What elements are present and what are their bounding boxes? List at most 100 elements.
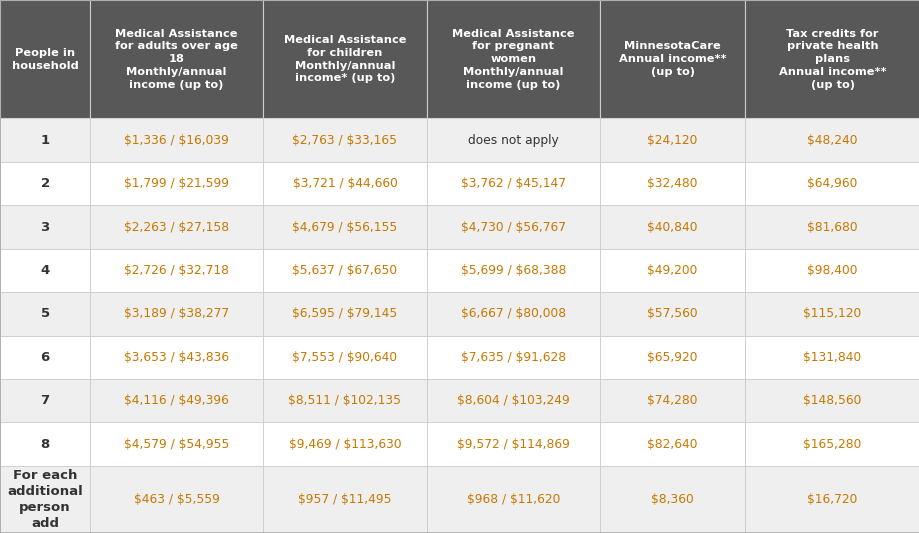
Text: \$463 / \$5,559: \$463 / \$5,559 [133,493,220,506]
Text: 2: 2 [40,177,50,190]
Bar [426,205,599,249]
Bar [599,379,744,423]
Text: \$957 / \$11,495: \$957 / \$11,495 [298,493,391,506]
Text: \$74,280: \$74,280 [647,394,697,407]
Bar [90,0,263,118]
Bar [0,379,90,423]
Bar [744,205,919,249]
Text: \$4,579 / \$54,955: \$4,579 / \$54,955 [124,438,229,451]
Text: 3: 3 [40,221,50,233]
Bar [599,162,744,205]
Text: \$3,721 / \$44,660: \$3,721 / \$44,660 [292,177,397,190]
Text: \$968 / \$11,620: \$968 / \$11,620 [466,493,560,506]
Text: \$64,960: \$64,960 [807,177,857,190]
Bar [426,292,599,336]
Bar [0,249,90,292]
Text: \$9,572 / \$114,869: \$9,572 / \$114,869 [457,438,569,451]
Bar [90,249,263,292]
Text: \$4,116 / \$49,396: \$4,116 / \$49,396 [124,394,229,407]
Text: \$115,120: \$115,120 [802,308,861,320]
Bar [0,205,90,249]
Bar [426,379,599,423]
Bar [599,292,744,336]
Bar [599,118,744,162]
Text: \$1,799 / \$21,599: \$1,799 / \$21,599 [124,177,229,190]
Bar [263,379,426,423]
Text: \$6,667 / \$80,008: \$6,667 / \$80,008 [460,308,565,320]
Text: \$9,469 / \$113,630: \$9,469 / \$113,630 [289,438,401,451]
Text: \$49,200: \$49,200 [647,264,697,277]
Text: \$98,400: \$98,400 [807,264,857,277]
Bar [599,466,744,533]
Text: \$2,263 / \$27,158: \$2,263 / \$27,158 [124,221,229,233]
Text: 4: 4 [40,264,50,277]
Bar [90,118,263,162]
Bar [0,0,90,118]
Bar [0,162,90,205]
Bar [744,162,919,205]
Bar [426,118,599,162]
Text: \$8,511 / \$102,135: \$8,511 / \$102,135 [289,394,401,407]
Text: \$3,189 / \$38,277: \$3,189 / \$38,277 [124,308,229,320]
Bar [90,466,263,533]
Text: \$48,240: \$48,240 [807,134,857,147]
Text: \$82,640: \$82,640 [647,438,697,451]
Bar [263,205,426,249]
Text: \$5,699 / \$68,388: \$5,699 / \$68,388 [460,264,565,277]
Bar [426,466,599,533]
Bar [744,379,919,423]
Text: \$7,553 / \$90,640: \$7,553 / \$90,640 [292,351,397,364]
Text: \$8,360: \$8,360 [651,493,693,506]
Bar [744,0,919,118]
Bar [599,336,744,379]
Bar [744,292,919,336]
Bar [90,423,263,466]
Text: \$2,726 / \$32,718: \$2,726 / \$32,718 [124,264,229,277]
Bar [90,205,263,249]
Bar [599,0,744,118]
Text: does not apply: does not apply [468,134,558,147]
Bar [744,423,919,466]
Bar [744,466,919,533]
Text: People in
household: People in household [12,48,78,70]
Bar [0,336,90,379]
Bar [263,249,426,292]
Text: \$165,280: \$165,280 [802,438,861,451]
Text: \$131,840: \$131,840 [802,351,861,364]
Bar [599,205,744,249]
Bar [426,249,599,292]
Bar [426,336,599,379]
Text: 7: 7 [40,394,50,407]
Text: \$40,840: \$40,840 [647,221,697,233]
Text: 1: 1 [40,134,50,147]
Bar [90,379,263,423]
Bar [263,0,426,118]
Text: \$5,637 / \$67,650: \$5,637 / \$67,650 [292,264,397,277]
Text: \$1,336 / \$16,039: \$1,336 / \$16,039 [124,134,229,147]
Text: For each
additional
person
add: For each additional person add [7,469,83,530]
Bar [426,423,599,466]
Bar [0,466,90,533]
Text: \$6,595 / \$79,145: \$6,595 / \$79,145 [292,308,397,320]
Bar [0,118,90,162]
Bar [263,292,426,336]
Text: \$3,762 / \$45,147: \$3,762 / \$45,147 [460,177,565,190]
Text: Medical Assistance
for pregnant
women
Monthly/annual
income (up to): Medical Assistance for pregnant women Mo… [451,29,574,90]
Text: \$148,560: \$148,560 [802,394,861,407]
Text: Medical Assistance
for children
Monthly/annual
income* (up to): Medical Assistance for children Monthly/… [283,35,406,84]
Text: 5: 5 [40,308,50,320]
Bar [744,249,919,292]
Text: \$4,730 / \$56,767: \$4,730 / \$56,767 [460,221,565,233]
Text: Medical Assistance
for adults over age
18
Monthly/annual
income (up to): Medical Assistance for adults over age 1… [115,29,238,90]
Text: \$7,635 / \$91,628: \$7,635 / \$91,628 [460,351,565,364]
Bar [90,336,263,379]
Text: 6: 6 [40,351,50,364]
Bar [426,0,599,118]
Bar [263,423,426,466]
Bar [263,162,426,205]
Text: \$3,653 / \$43,836: \$3,653 / \$43,836 [124,351,229,364]
Text: \$8,604 / \$103,249: \$8,604 / \$103,249 [457,394,569,407]
Bar [90,292,263,336]
Text: \$16,720: \$16,720 [807,493,857,506]
Bar [599,249,744,292]
